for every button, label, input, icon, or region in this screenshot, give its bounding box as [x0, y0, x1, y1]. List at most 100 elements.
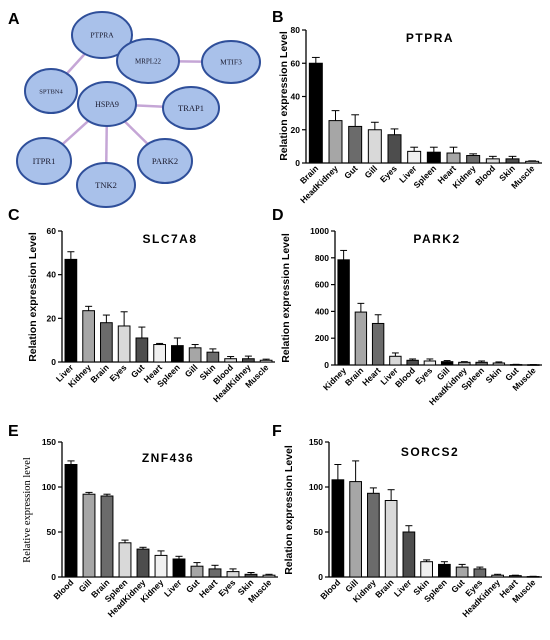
category-label: Liver: [392, 577, 414, 599]
network-node-shape: [76, 162, 136, 208]
bar-skin: [206, 351, 220, 363]
chart-ptpra: PTPRA Relation expression Level 0 20 40 60 80 B…: [278, 25, 542, 205]
y-tick-label: 80: [291, 25, 301, 35]
category-label: Brain: [343, 365, 365, 387]
bar-liver: [64, 258, 78, 363]
bar-skin: [420, 561, 433, 578]
category-label: Eyes: [216, 577, 237, 598]
network-node-trap1: TRAP1: [162, 86, 220, 130]
bar-gill: [82, 493, 96, 578]
y-tick-label: 150: [42, 437, 56, 447]
bar-kidney: [154, 554, 168, 578]
network-node-sptbn4: SPTBN4: [24, 68, 78, 114]
bar-muscle: [262, 574, 276, 578]
network-node-mrpl22: MRPL22: [116, 38, 180, 84]
panel-label-b: B: [272, 9, 284, 26]
bar-headkidney: [328, 120, 343, 164]
bar-brain: [384, 500, 398, 578]
bar-blood: [224, 358, 237, 363]
chart-znf436: ZNF436 Relative expression level 0 50 100 150…: [22, 437, 278, 619]
category-label: Heart: [197, 577, 220, 600]
category-label: Liver: [162, 577, 184, 599]
bar-eyes: [226, 571, 240, 578]
chart-sorcs2: SORCS2 Relation expression Level 0 50 100 150…: [283, 437, 542, 619]
bar-spleen: [426, 151, 441, 164]
y-tick-label: 100: [309, 482, 323, 492]
network-node-shape: [201, 40, 261, 84]
category-label: Blood: [473, 163, 497, 187]
bar-muscle: [525, 160, 540, 164]
panel-label-e: E: [8, 423, 19, 440]
y-tick-label: 400: [315, 306, 329, 316]
category-label: Eyes: [378, 163, 399, 184]
panel-label-d: D: [272, 207, 284, 224]
y-tick-label: 800: [315, 253, 329, 263]
y-tick-label: 20: [47, 313, 57, 323]
y-tick-label: 50: [47, 527, 57, 537]
bar-eyes: [387, 134, 402, 164]
bar-heart: [153, 344, 166, 363]
chart-title: ZNF436: [142, 451, 194, 465]
bar-headkidney: [136, 548, 150, 578]
bar-gut: [135, 337, 149, 363]
bar-headkidney: [242, 358, 255, 363]
bar-brain: [100, 495, 114, 578]
bar-skin: [505, 158, 520, 164]
y-tick-label: 60: [291, 58, 301, 68]
y-tick-label: 0: [318, 572, 323, 582]
bar-eyes: [117, 325, 131, 363]
network-node-shape: [77, 81, 137, 127]
y-tick-label: 0: [51, 572, 56, 582]
network-node-hspa9: HSPA9: [77, 81, 137, 127]
network-node-label: PARK2: [152, 156, 178, 166]
y-tick-label: 100: [42, 482, 56, 492]
network-node-shape: [116, 38, 180, 84]
bar-kidney: [466, 155, 481, 164]
bar-gill: [367, 129, 382, 164]
bar-headkidney: [458, 361, 471, 366]
y-tick-label: 200: [315, 333, 329, 343]
bar-brain: [100, 322, 113, 363]
bar-spleen: [171, 345, 184, 363]
bar-spleen: [475, 361, 488, 366]
bar-heart: [509, 575, 522, 578]
bar-spleen: [438, 563, 451, 578]
bar-blood: [485, 158, 500, 164]
category-label: Skin: [484, 365, 504, 385]
y-tick-label: 600: [315, 280, 329, 290]
network-node-label: TRAP1: [178, 103, 204, 113]
y-tick-label: 1000: [310, 226, 329, 236]
category-label: Brain: [88, 362, 110, 384]
y-tick-label: 40: [47, 270, 57, 280]
network-node-ptpra: PTPRA: [71, 11, 133, 59]
network-node-shape: [16, 137, 72, 185]
network-node-itpr1: ITPR1: [16, 137, 72, 185]
y-axis-label: Relative expression level: [22, 457, 33, 563]
chart-title: PTPRA: [406, 31, 454, 45]
bar-brain: [308, 62, 323, 164]
bar-liver: [402, 531, 416, 578]
bar-skin: [492, 362, 506, 366]
bar-eyes: [473, 568, 487, 578]
chart-park2: PARK2 Relation expression Level 0 200 400 600…: [280, 226, 542, 407]
bar-brain: [354, 311, 368, 366]
network-node-shape: [137, 138, 193, 184]
network-node-mtif3: MTIF3: [201, 40, 261, 84]
category-label: Eyes: [413, 365, 434, 386]
network-node-shape: [24, 68, 78, 114]
bar-blood: [406, 359, 419, 366]
network-node-label: HSPA9: [95, 100, 119, 109]
y-axis-label: Relation expression Level: [278, 31, 290, 161]
category-label: Gill: [183, 362, 200, 379]
bar-heart: [371, 322, 385, 366]
y-axis-label: Relation expression Level: [27, 232, 39, 362]
network-node-shape: [162, 86, 220, 130]
interaction-network: PTPRA MRPL22 MTIF3 SPTBN4 HSPA9 TRAP1 ITPR1 PAR…: [16, 11, 261, 208]
bar-muscle: [259, 359, 273, 363]
bar-heart: [208, 568, 222, 578]
category-label: Heart: [360, 365, 383, 388]
bar-eyes: [423, 360, 437, 366]
network-node-label: TNK2: [95, 180, 117, 190]
bar-spleen: [118, 542, 132, 578]
